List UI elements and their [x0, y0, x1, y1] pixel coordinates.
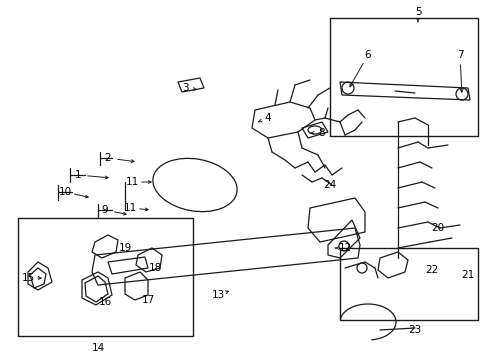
Text: 24: 24: [323, 180, 336, 190]
Bar: [329, 18, 477, 136]
Text: 20: 20: [430, 223, 444, 233]
Text: 7: 7: [456, 50, 462, 60]
Text: 22: 22: [425, 265, 438, 275]
Bar: [339, 248, 477, 320]
Bar: [18, 218, 193, 336]
Text: 10: 10: [59, 187, 71, 197]
Text: 3: 3: [182, 83, 188, 93]
Text: 21: 21: [461, 270, 474, 280]
Text: 18: 18: [148, 263, 162, 273]
Text: 11: 11: [123, 203, 136, 213]
Text: 9: 9: [102, 205, 108, 215]
Text: 4: 4: [264, 113, 271, 123]
Text: 11: 11: [125, 177, 138, 187]
Text: 5: 5: [414, 7, 421, 17]
Text: 1: 1: [75, 170, 81, 180]
Text: 19: 19: [118, 243, 131, 253]
Text: 16: 16: [98, 297, 111, 307]
Text: 13: 13: [211, 290, 224, 300]
Text: 8: 8: [318, 128, 325, 138]
Text: 17: 17: [141, 295, 154, 305]
Text: 23: 23: [407, 325, 421, 335]
Text: 14: 14: [91, 343, 104, 353]
Text: 6: 6: [364, 50, 370, 60]
Text: 15: 15: [21, 273, 35, 283]
Text: 2: 2: [104, 153, 111, 163]
Text: 12: 12: [338, 243, 351, 253]
